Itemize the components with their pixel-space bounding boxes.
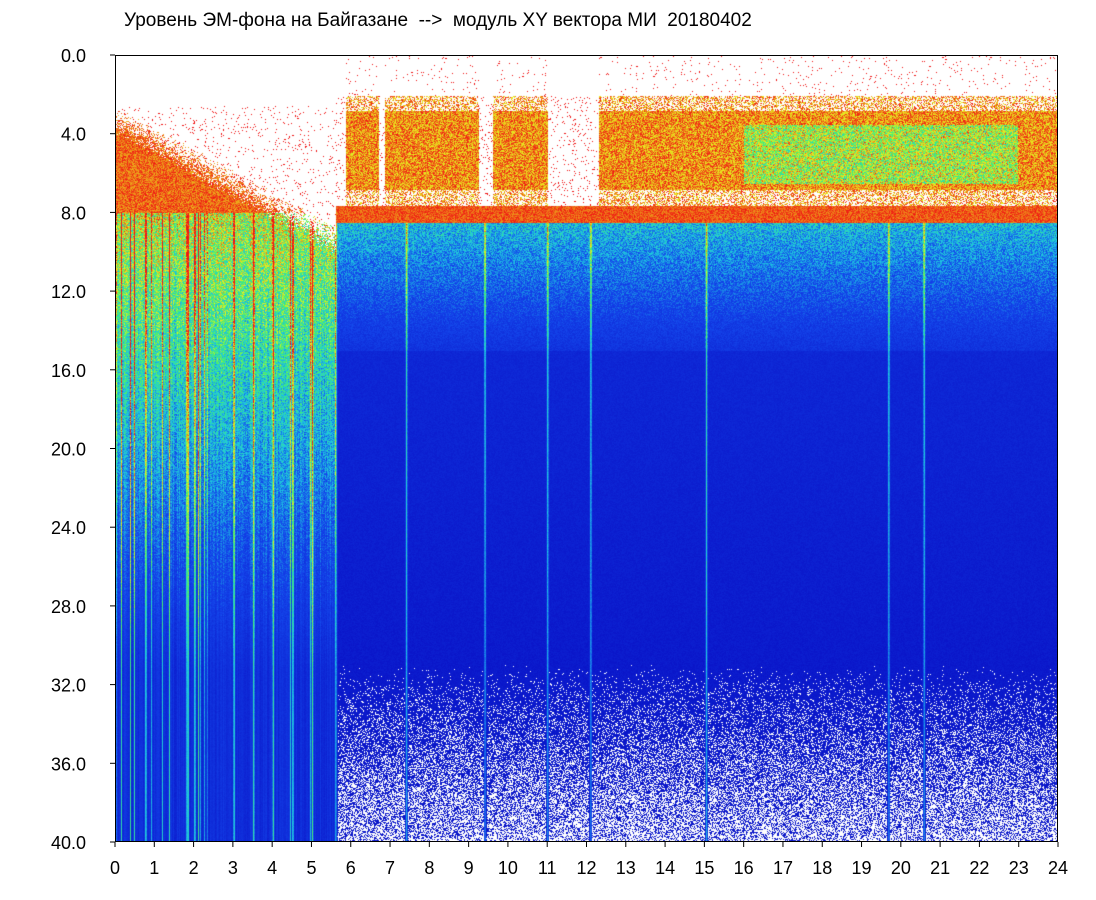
chart-title: Уровень ЭМ-фона на Байгазане --> модуль … <box>124 10 752 31</box>
x-tick-label: 14 <box>655 858 675 878</box>
x-tick-label: 0 <box>110 858 120 878</box>
y-tick-label: 40.0 <box>51 833 86 853</box>
y-tick-label: 8.0 <box>61 203 86 223</box>
x-tick-label: 21 <box>930 858 950 878</box>
x-tick-label: 15 <box>694 858 714 878</box>
x-tick-label: 9 <box>464 858 474 878</box>
y-tick-label: 36.0 <box>51 754 86 774</box>
x-tick-label: 6 <box>346 858 356 878</box>
x-tick-label: 8 <box>424 858 434 878</box>
x-tick-label: 16 <box>734 858 754 878</box>
x-tick-label: 2 <box>189 858 199 878</box>
x-tick-label: 20 <box>891 858 911 878</box>
y-tick-label: 0.0 <box>61 46 86 66</box>
heatmap-image <box>116 56 1057 841</box>
y-tick-label: 28.0 <box>51 597 86 617</box>
x-tick-label: 3 <box>228 858 238 878</box>
x-tick-label: 23 <box>1009 858 1029 878</box>
y-tick-label: 20.0 <box>51 440 86 460</box>
y-tick-label: 4.0 <box>61 125 86 145</box>
x-tick-label: 13 <box>616 858 636 878</box>
x-tick-label: 12 <box>576 858 596 878</box>
x-tick-label: 7 <box>385 858 395 878</box>
x-tick-label: 4 <box>267 858 277 878</box>
y-tick-label: 32.0 <box>51 676 86 696</box>
x-tick-label: 24 <box>1048 858 1068 878</box>
x-tick-label: 5 <box>306 858 316 878</box>
x-tick-label: 11 <box>538 858 557 878</box>
x-tick-label: 18 <box>812 858 832 878</box>
x-tick-label: 10 <box>498 858 518 878</box>
x-tick-label: 19 <box>852 858 872 878</box>
x-tick-label: 22 <box>969 858 989 878</box>
x-tick-label: 1 <box>149 858 159 878</box>
y-tick-label: 24.0 <box>51 518 86 538</box>
plot-area <box>115 55 1058 842</box>
y-tick-label: 12.0 <box>51 282 86 302</box>
x-tick-label: 17 <box>773 858 793 878</box>
y-tick-label: 16.0 <box>51 361 86 381</box>
